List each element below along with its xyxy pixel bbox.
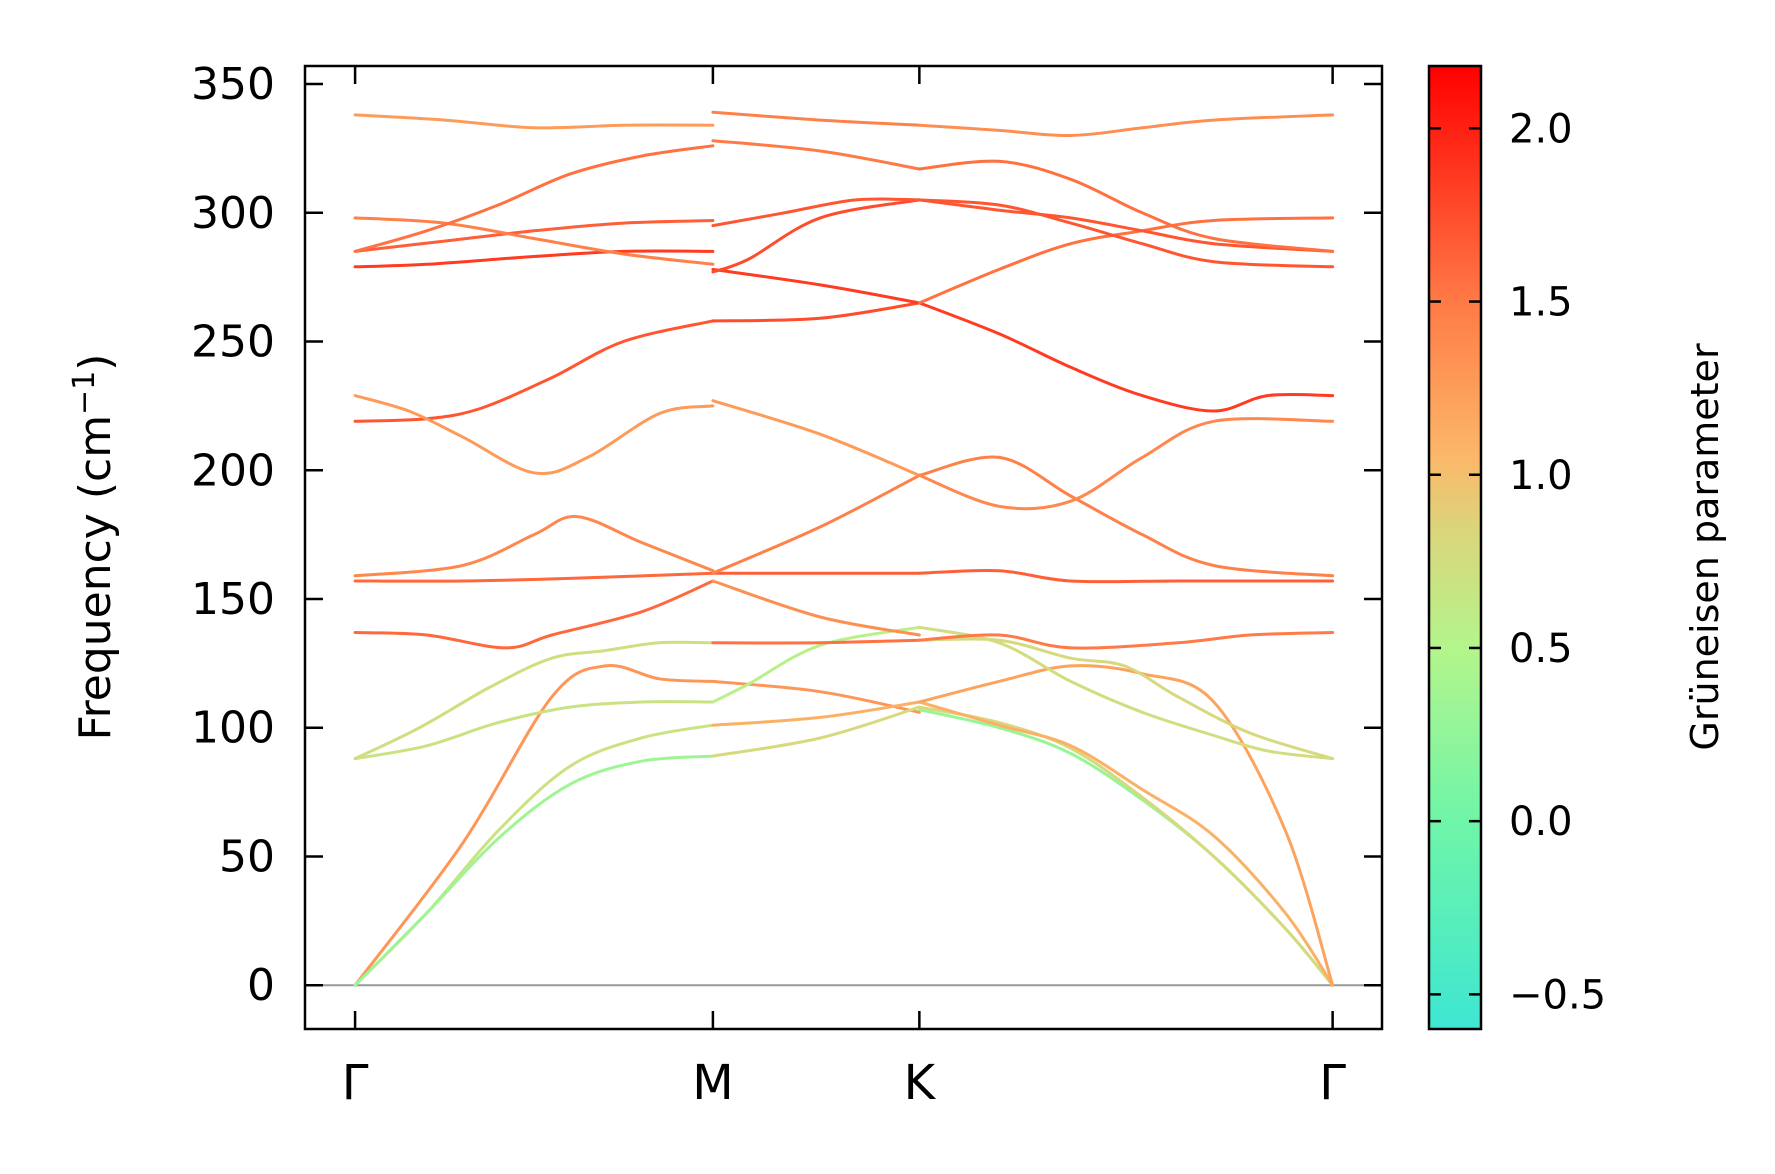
colorbar-tick-label: 1.0 [1509,453,1573,499]
x-tick-label: Γ [342,1055,369,1111]
phonon-branch-line [353,319,715,423]
phonon-branch-line [917,198,1335,253]
phonon-branch-line [353,754,715,987]
x-tick-label: K [904,1055,937,1111]
y-axis-label-main: Frequency (cm [70,415,121,741]
phonon-branch-line [917,417,1335,511]
colorbar-ticks: −0.5 0.0 0.5 1.0 1.5 2.0 [1429,106,1606,1018]
y-tick-label: 200 [191,445,275,496]
phonon-branch-line [917,301,1335,413]
phonon-branch-line [353,515,715,578]
phonon-branch-line [711,139,921,171]
x-tick-label: M [692,1055,733,1111]
phonon-branch-line [917,159,1335,253]
phonon-branch-line [353,113,715,130]
phonon-branch-line [917,631,1335,650]
phonon-branch-line [353,394,715,476]
phonon-branch-line [917,216,1335,305]
phonon-branch-line [353,144,715,253]
y-tick-label: 300 [191,188,275,239]
y-tick-label: 150 [191,574,275,625]
plot-frame [303,64,1384,1031]
y-tick-label: 50 [219,831,275,882]
phonon-branch-line [917,455,1335,578]
phonon-branch-line [917,664,1335,987]
phonon-branch-line [353,640,715,761]
y-axis-ticks: 0 50 100 150 200 250 300 350 [191,59,1382,1011]
y-tick-label: 100 [191,703,275,754]
phonon-branch-line [353,571,715,583]
phonon-branch-line [917,700,1335,987]
phonon-branch-line [711,579,921,637]
phonon-branch-line [711,705,921,758]
y-axis-label: Frequency (cm−1) [67,354,121,741]
colorbar [1427,64,1483,1031]
y-tick-label: 250 [191,317,275,368]
phonon-branch-line [711,473,921,575]
phonon-branch-line [711,197,921,228]
phonon-branch-line [917,568,1335,584]
band-lines-layer [305,110,1382,987]
phonon-branch-line [353,663,715,987]
phonon-branch-line [711,625,921,704]
x-tick-label: Γ [1319,1055,1346,1111]
phonon-branch-line [711,110,921,127]
colorbar-label: Grüneisen parameter [1683,343,1727,751]
phonon-branch-line [711,267,921,305]
colorbar-tick-label: −0.5 [1509,972,1606,1018]
phonon-branch-line [353,723,715,987]
phonon-branch-line [711,198,921,274]
phonon-branch-line [917,198,1335,269]
phonon-branch-line [917,637,1335,761]
colorbar-tick-label: 1.5 [1509,280,1573,326]
phonon-branch-line [917,113,1335,138]
phonon-branch-line [353,216,715,266]
phonon-branch-line [917,705,1335,987]
phonon-branch-line [711,301,921,323]
colorbar-tick-label: 2.0 [1509,106,1573,152]
phonon-branch-line [711,638,921,645]
phonon-branch-line [917,625,1335,761]
y-axis-label-close: ) [70,354,121,371]
phonon-branch-line [353,249,715,269]
y-axis-label-exponent: −1 [67,371,102,415]
phonon-branch-line [711,399,921,477]
phonon-branch-line [353,579,715,650]
colorbar-tick-label: 0.5 [1509,626,1573,672]
phonon-branch-line [353,700,715,761]
colorbar-tick-label: 0.0 [1509,799,1573,845]
phonon-branch-line [353,219,715,253]
phonon-branch-line [711,700,921,727]
y-tick-label: 0 [247,960,275,1011]
y-tick-label: 350 [191,59,275,110]
